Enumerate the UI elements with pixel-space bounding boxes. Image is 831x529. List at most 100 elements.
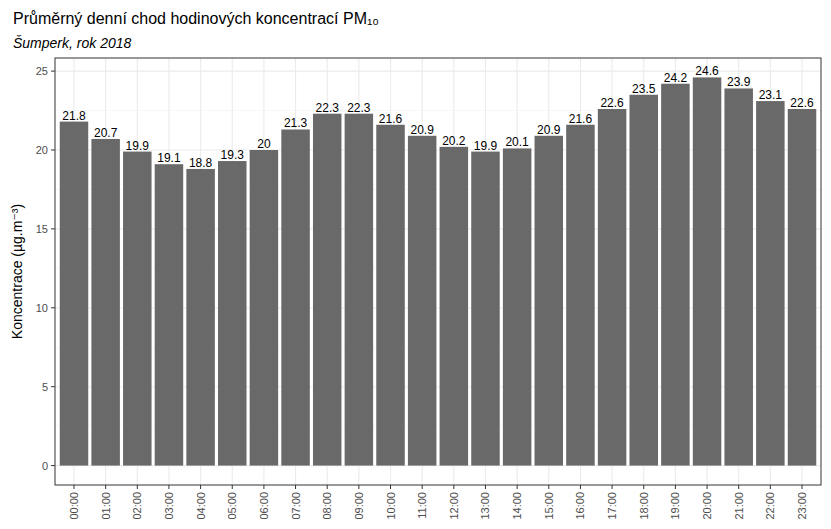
subtitle: Šumperk, rok 2018 (13, 35, 131, 51)
x-tick (517, 485, 518, 489)
bar (566, 125, 594, 466)
x-tick-label: 09:00 (353, 492, 365, 520)
x-tick-label: 13:00 (479, 492, 491, 520)
data-label: 19.1 (157, 151, 181, 165)
x-tick (232, 485, 233, 489)
data-label: 23.5 (632, 82, 656, 96)
x-tick-label: 05:00 (226, 492, 238, 520)
data-label: 19.9 (126, 139, 150, 153)
y-tick (51, 465, 55, 466)
x-axis: 00:0001:0002:0003:0004:0005:0006:0007:00… (68, 485, 808, 520)
data-label: 24.6 (695, 64, 719, 78)
bar (408, 136, 436, 466)
data-labels: 21.820.719.919.118.819.32021.322.322.321… (62, 64, 814, 170)
x-tick-label: 17:00 (606, 492, 618, 520)
x-tick-label: 12:00 (448, 492, 460, 520)
y-tick-label: 0 (42, 460, 48, 472)
x-tick (105, 485, 106, 489)
data-label: 24.2 (664, 71, 688, 85)
y-tick (51, 307, 55, 308)
x-tick (548, 485, 549, 489)
data-label: 22.3 (316, 101, 340, 115)
y-tick-label: 10 (36, 302, 48, 314)
bar (440, 147, 468, 466)
bar (535, 136, 563, 466)
x-tick (612, 485, 613, 489)
y-tick-label: 25 (36, 65, 48, 77)
x-tick-label: 11:00 (416, 492, 428, 519)
plot-background (55, 58, 821, 485)
bar (345, 114, 373, 466)
bar (471, 152, 499, 466)
data-label: 21.6 (379, 112, 403, 126)
x-tick-label: 08:00 (321, 492, 333, 520)
data-label: 22.6 (600, 96, 624, 110)
y-tick (51, 386, 55, 387)
data-label: 23.1 (759, 88, 783, 102)
bar (598, 109, 626, 466)
data-label: 21.6 (569, 112, 593, 126)
x-tick-label: 04:00 (195, 492, 207, 520)
data-label: 20.7 (94, 126, 118, 140)
x-tick (168, 485, 169, 489)
x-tick-label: 03:00 (163, 492, 175, 520)
data-label: 20.9 (410, 123, 434, 137)
x-tick-label: 22:00 (764, 492, 776, 520)
data-label: 23.9 (727, 75, 751, 89)
bar (91, 139, 119, 466)
y-axis-label: Koncentrace (µg.m⁻³) (9, 204, 25, 339)
bars (60, 77, 817, 465)
bar (313, 114, 341, 466)
data-label: 20 (257, 137, 271, 151)
x-tick (802, 485, 803, 489)
x-tick (738, 485, 739, 489)
data-label: 21.8 (62, 109, 86, 123)
bar (630, 95, 658, 466)
x-tick-label: 02:00 (131, 492, 143, 520)
bar (693, 77, 721, 465)
x-tick (358, 485, 359, 489)
x-tick (707, 485, 708, 489)
x-tick-label: 18:00 (638, 492, 650, 520)
y-axis: 0510152025 (36, 65, 55, 471)
x-tick-label: 23:00 (796, 492, 808, 520)
x-tick-label: 10:00 (385, 492, 397, 520)
y-tick-label: 5 (42, 381, 48, 393)
x-tick (643, 485, 644, 489)
x-tick (390, 485, 391, 489)
data-label: 20.9 (537, 123, 561, 137)
x-tick (73, 485, 74, 489)
data-label: 20.1 (505, 135, 529, 149)
bar (724, 88, 752, 465)
y-tick (51, 149, 55, 150)
bar (155, 164, 183, 465)
data-label: 21.3 (284, 116, 308, 130)
grid (55, 58, 821, 485)
data-label: 18.8 (189, 156, 213, 170)
panel-border (55, 58, 821, 485)
bar (756, 101, 784, 466)
x-tick (770, 485, 771, 489)
bar (788, 109, 816, 466)
chart-container: 21.820.719.919.118.819.32021.322.322.321… (0, 0, 831, 529)
x-tick-label: 00:00 (68, 492, 80, 520)
x-tick (675, 485, 676, 489)
x-tick (200, 485, 201, 489)
y-tick (51, 71, 55, 72)
chart-svg: 21.820.719.919.118.819.32021.322.322.321… (0, 0, 831, 529)
x-tick-label: 21:00 (733, 492, 745, 520)
bar (281, 129, 309, 465)
bar (503, 148, 531, 465)
x-tick (453, 485, 454, 489)
x-tick (327, 485, 328, 489)
x-tick-label: 15:00 (543, 492, 555, 520)
x-tick (580, 485, 581, 489)
x-tick-label: 20:00 (701, 492, 713, 520)
data-label: 20.2 (442, 134, 466, 148)
bar (60, 122, 88, 466)
y-tick-label: 20 (36, 144, 48, 156)
x-tick-label: 07:00 (290, 492, 302, 520)
x-tick (295, 485, 296, 489)
bar (250, 150, 278, 466)
x-tick (137, 485, 138, 489)
